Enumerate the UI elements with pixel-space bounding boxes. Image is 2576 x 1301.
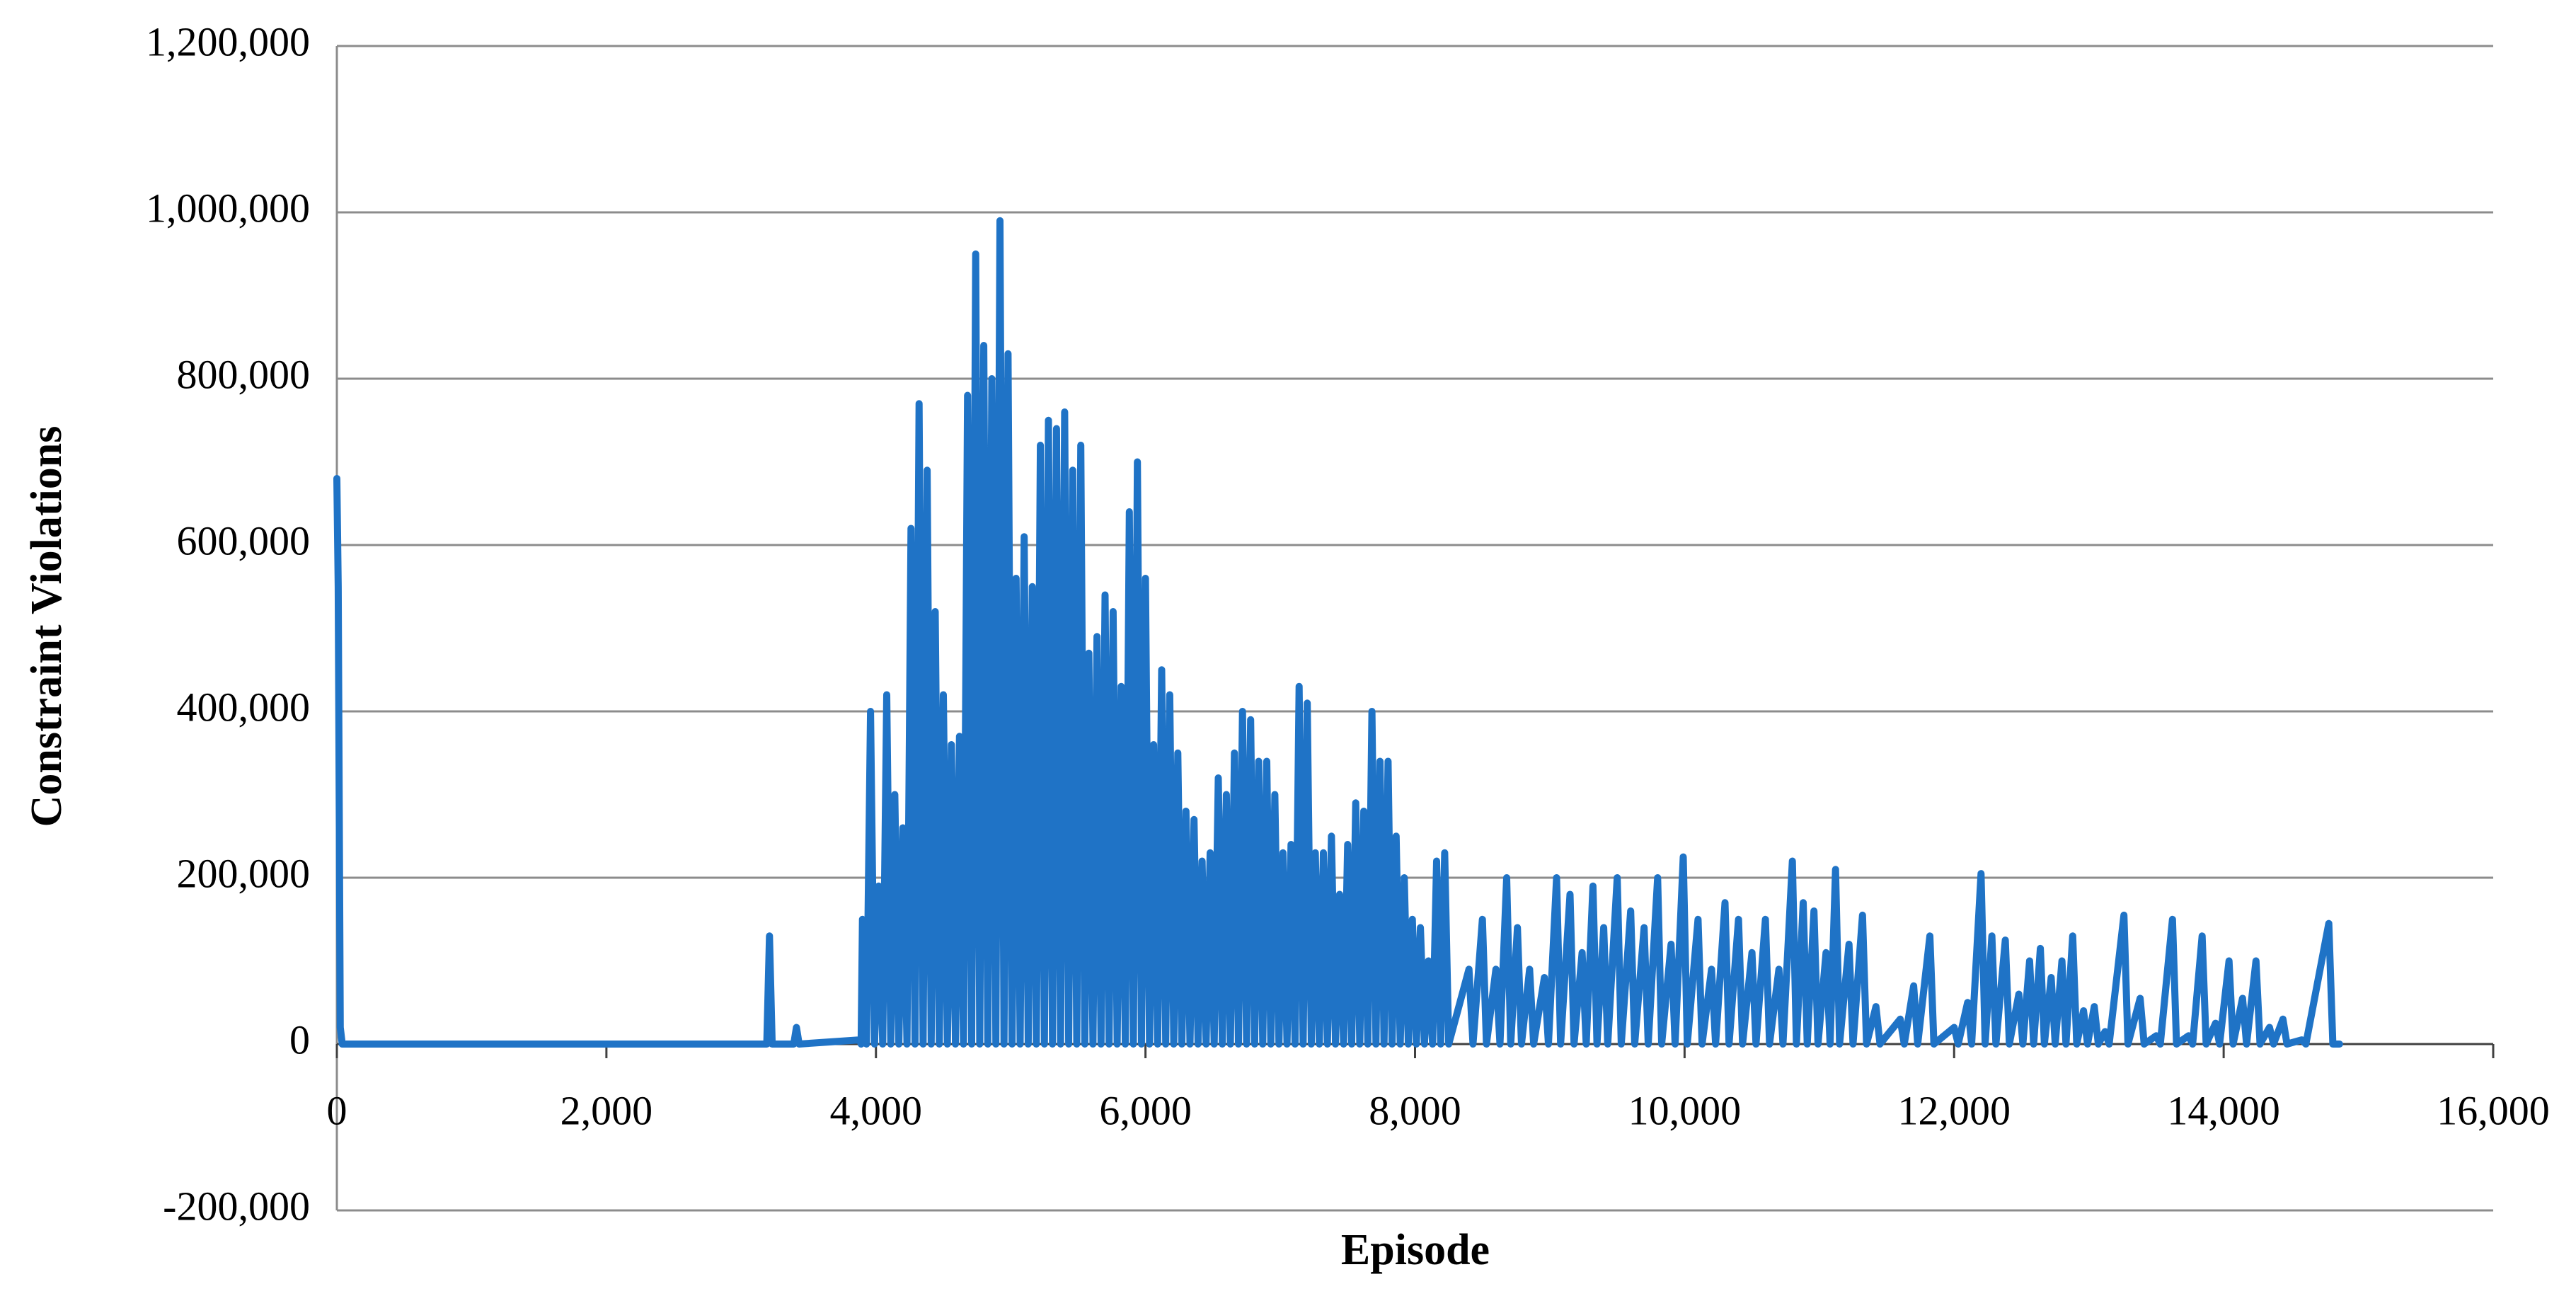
y-tick-label: 1,000,000 <box>146 185 310 231</box>
data-line <box>333 217 2343 1048</box>
x-tick-label: 14,000 <box>2167 1087 2280 1133</box>
y-tick-label: -200,000 <box>163 1183 310 1229</box>
x-tick-label: 12,000 <box>1898 1087 2011 1133</box>
x-tick-label: 0 <box>327 1087 347 1133</box>
x-tick-label: 6,000 <box>1099 1087 1192 1133</box>
y-axis-title: Constraint Violations <box>23 426 71 827</box>
y-tick-label: 1,200,000 <box>146 18 310 64</box>
y-tick-label: 0 <box>289 1016 310 1062</box>
x-tick-label: 2,000 <box>560 1087 653 1133</box>
y-tick-label: 800,000 <box>177 351 311 397</box>
x-tick-label: 8,000 <box>1369 1087 1461 1133</box>
y-tick-label: 200,000 <box>177 850 311 896</box>
x-axis-title: Episode <box>1341 1226 1490 1274</box>
y-tick-label: 600,000 <box>177 517 311 563</box>
x-tick-label: 16,000 <box>2437 1087 2550 1133</box>
x-tick-label: 4,000 <box>830 1087 923 1133</box>
y-tick-label: 400,000 <box>177 684 311 730</box>
x-tick-label: 10,000 <box>1628 1087 1742 1133</box>
